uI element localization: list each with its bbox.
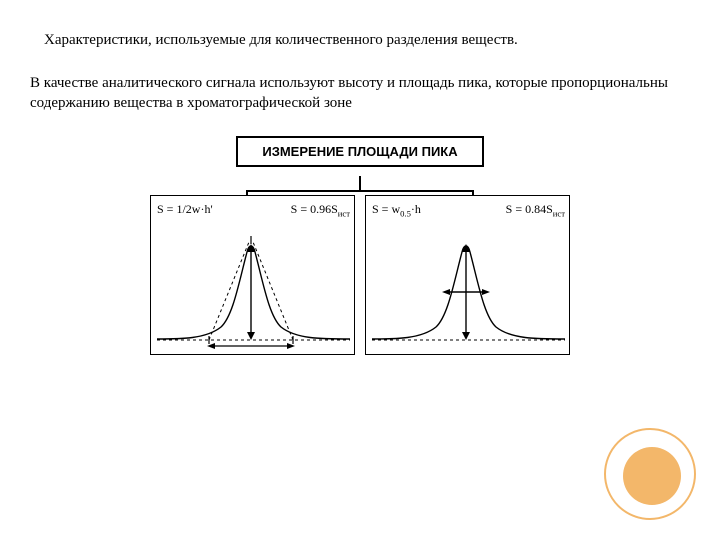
decorative-inner-circle: [623, 447, 681, 505]
connector-root: [359, 176, 361, 190]
panel-right: S = w0.5·h S = 0.84Sист: [365, 195, 570, 355]
connector-horizontal: [246, 190, 474, 192]
panel-left: S = 1/2w·h' S = 0.96Sист: [150, 195, 355, 355]
panel-right-formula: S = w0.5·h S = 0.84Sист: [372, 202, 565, 218]
panel-right-chart: [366, 222, 571, 354]
panel-right-formula-right-sub: ист: [553, 208, 565, 218]
diagram-header-box: ИЗМЕРЕНИЕ ПЛОЩАДИ ПИКА: [236, 136, 484, 167]
panel-left-formula-right: S = 0.96Sист: [291, 202, 350, 218]
body-text: В качестве аналитического сигнала исполь…: [0, 53, 720, 114]
panel-left-formula: S = 1/2w·h' S = 0.96Sист: [157, 202, 350, 218]
panel-left-formula-right-prefix: S = 0.96S: [291, 202, 338, 216]
panel-right-formula-left-prefix: S = w: [372, 202, 400, 216]
panel-right-formula-right: S = 0.84Sист: [506, 202, 565, 218]
panel-left-formula-right-sub: ист: [338, 208, 350, 218]
page-title: Характеристики, используемые для количес…: [0, 0, 720, 53]
panels-row: S = 1/2w·h' S = 0.96Sист: [150, 195, 570, 355]
panel-right-formula-left-suffix: ·h: [411, 202, 421, 216]
panel-left-formula-left: S = 1/2w·h': [157, 202, 213, 217]
panel-right-formula-left-sub: 0.5: [400, 208, 411, 218]
panel-right-formula-left: S = w0.5·h: [372, 202, 421, 218]
panel-left-chart: [151, 222, 356, 354]
diagram: ИЗМЕРЕНИЕ ПЛОЩАДИ ПИКА S = 1/2w·h' S = 0…: [150, 136, 570, 355]
decorative-circles: [606, 430, 696, 520]
panel-right-formula-right-prefix: S = 0.84S: [506, 202, 553, 216]
